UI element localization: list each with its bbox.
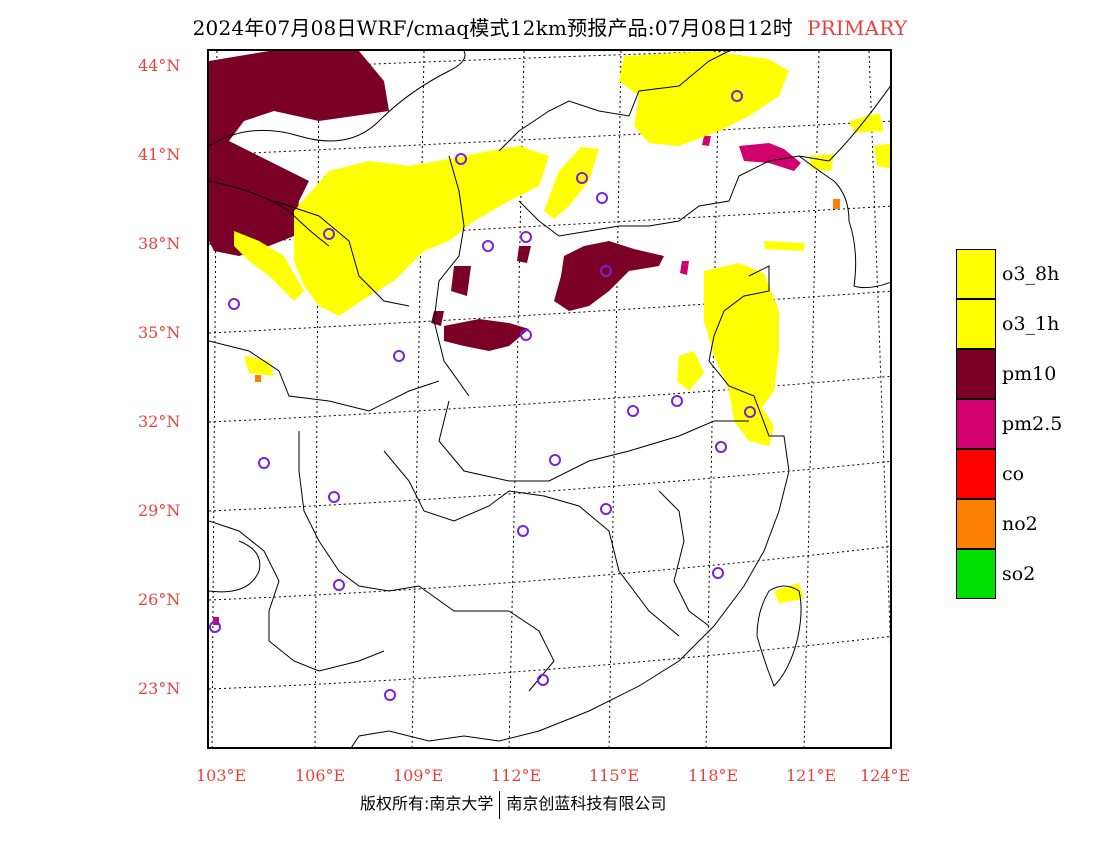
copyright-left: 版权所有:南京大学 <box>360 794 494 813</box>
map-canvas <box>209 51 890 747</box>
lon-label-118: 118°E <box>688 766 739 785</box>
legend-label-pm10: pm10 <box>1002 363 1057 385</box>
lat-label-23: 23°N <box>138 679 181 698</box>
lon-label-109: 109°E <box>393 766 444 785</box>
legend-swatch-no2 <box>956 499 996 549</box>
no2-areas <box>255 199 840 382</box>
legend-label-o3-1h: o3_1h <box>1002 313 1060 335</box>
copyright-footer: 版权所有:南京大学 南京创蓝科技有限公司 <box>360 790 666 819</box>
map-title: 2024年07月08日WRF/cmaq模式12km预报产品:07月08日12时 P… <box>0 12 1100 41</box>
primary-badge: PRIMARY <box>806 16 908 40</box>
o3-areas <box>234 51 890 603</box>
legend-swatch-co <box>956 449 996 499</box>
lon-label-124: 124°E <box>860 766 911 785</box>
legend-label-co: co <box>1002 463 1025 485</box>
title-text: 2024年07月08日WRF/cmaq模式12km预报产品:07月08日12时 <box>192 16 793 40</box>
station-markers <box>209 90 756 701</box>
lat-label-35: 35°N <box>138 323 181 342</box>
lon-label-106: 106°E <box>295 766 346 785</box>
footer-divider <box>499 790 501 819</box>
lat-label-41: 41°N <box>138 145 181 164</box>
lon-label-115: 115°E <box>589 766 640 785</box>
lat-label-44: 44°N <box>138 56 181 75</box>
legend-label-pm25: pm2.5 <box>1002 413 1063 435</box>
forecast-map[interactable] <box>207 49 892 749</box>
legend-label-o3-8h: o3_8h <box>1002 263 1060 285</box>
legend-label-so2: so2 <box>1002 563 1036 585</box>
legend-label-no2: no2 <box>1002 513 1038 535</box>
legend-swatch-so2 <box>956 549 996 599</box>
lat-label-32: 32°N <box>138 412 181 431</box>
legend-swatch-pm25 <box>956 399 996 449</box>
copyright-right: 南京创蓝科技有限公司 <box>506 794 667 813</box>
lat-label-29: 29°N <box>138 501 181 520</box>
lon-label-103: 103°E <box>196 766 247 785</box>
lat-label-26: 26°N <box>138 590 181 609</box>
lon-label-112: 112°E <box>491 766 542 785</box>
legend-swatch-o3-8h <box>956 249 996 299</box>
lon-label-121: 121°E <box>786 766 837 785</box>
legend-swatch-o3-1h <box>956 299 996 349</box>
legend-swatch-pm10 <box>956 349 996 399</box>
lat-label-38: 38°N <box>138 234 181 253</box>
